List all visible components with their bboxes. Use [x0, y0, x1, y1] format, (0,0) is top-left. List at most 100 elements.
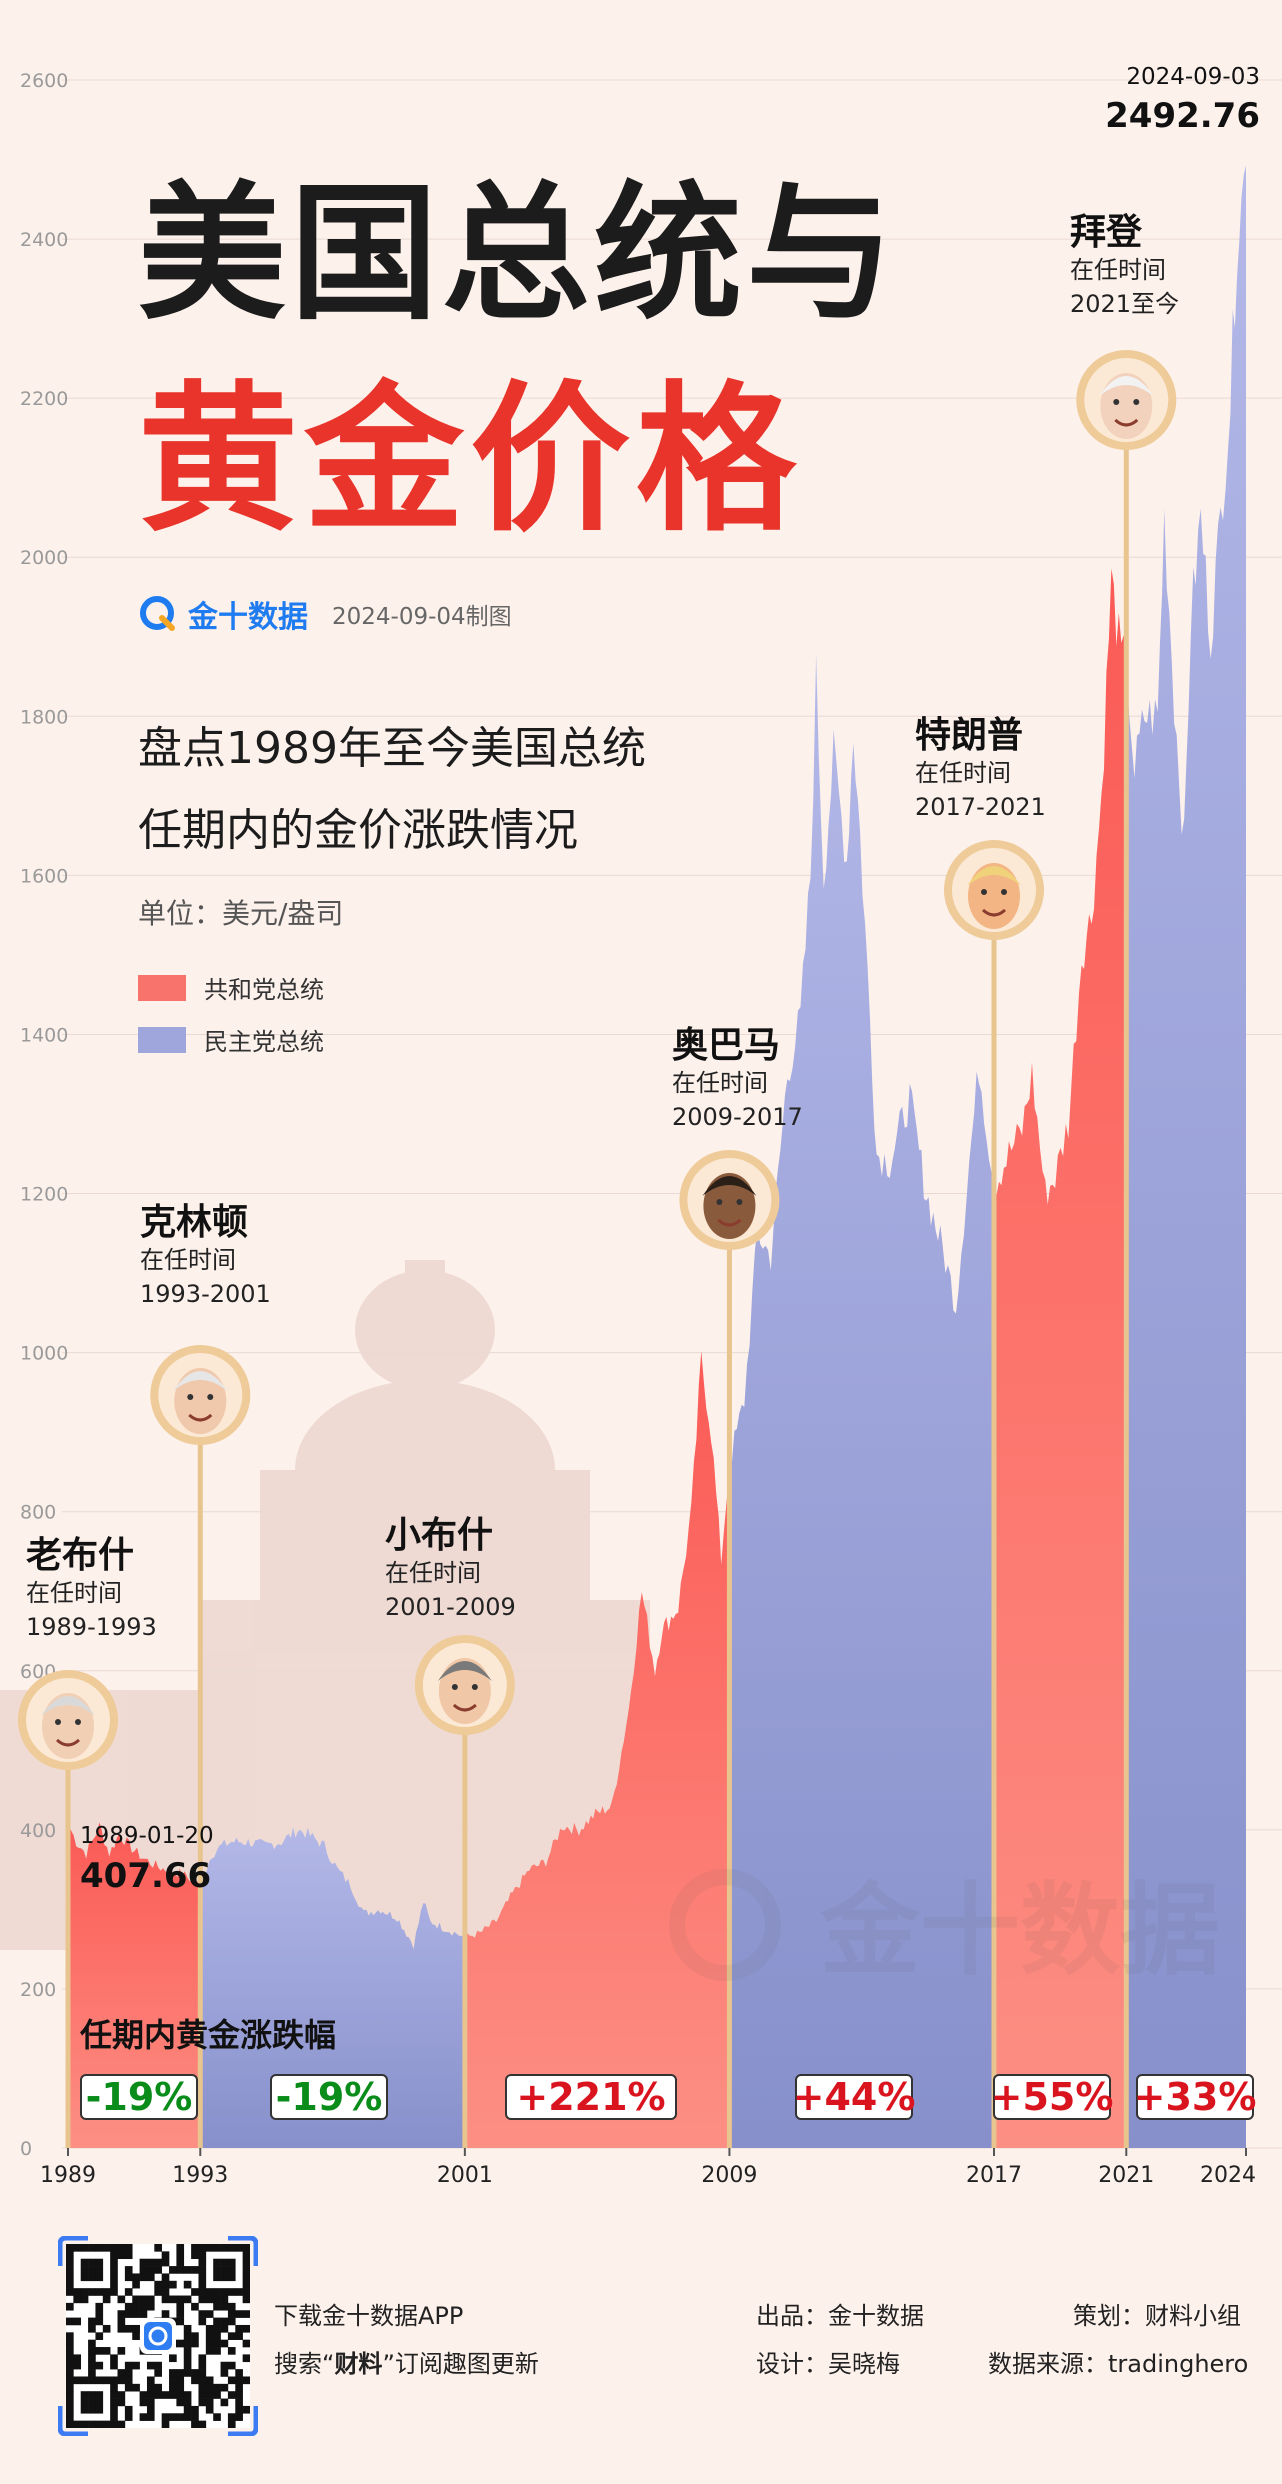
president-name: 克林顿 [140, 1202, 249, 1243]
change-badge-biden: +33% [1133, 2074, 1257, 2120]
term-label: 在任时间 [26, 1579, 122, 1608]
made-date: 2024-09-04制图 [332, 604, 512, 630]
subtitle-line1: 盘点1989年至今美国总统 [138, 723, 646, 774]
brand-icon [138, 594, 178, 634]
x-tick-label: 1993 [172, 2163, 228, 2188]
change-badge-clinton: -19% [270, 2074, 388, 2120]
president-name: 老布什 [26, 1535, 135, 1576]
portrait-eye [207, 1394, 214, 1400]
qr-search-post: ”订阅趣图更新 [382, 2350, 539, 2378]
title-line1: 美国总统与 [138, 168, 898, 340]
y-tick-label: 1000 [20, 1343, 68, 1365]
term-label: 在任时间 [672, 1069, 768, 1098]
term-years: 1989-1993 [26, 1613, 157, 1642]
portrait-face [174, 1368, 227, 1434]
credit-planner: 策划：财料小组 [1073, 2302, 1241, 2330]
portrait-hair [966, 866, 1021, 886]
qr-search-keyword: 财料 [334, 2350, 383, 2378]
president-label-bush-jr: 小布什 在任时间 2001-2009 [385, 1515, 516, 1625]
portrait-face [1100, 373, 1153, 439]
y-tick-label: 400 [20, 1820, 56, 1842]
gold-price-chart: 0200400600800100012001400160018002000220… [0, 70, 1282, 2188]
change-section-title: 任期内黄金涨跌幅 [80, 2016, 337, 2054]
portrait-smile [1114, 418, 1139, 427]
president-name: 特朗普 [915, 715, 1024, 756]
y-tick-label: 800 [20, 1502, 56, 1524]
y-tick-label: 2600 [20, 70, 68, 92]
change-badge-bush-sr: -19% [80, 2074, 198, 2120]
portrait-smile [717, 1218, 742, 1227]
president-portraits [18, 350, 1177, 1770]
area-republican [994, 568, 1127, 2148]
term-years: 2021至今 [1070, 290, 1180, 319]
portrait-eye [187, 1394, 194, 1400]
x-tick-label: 2021 [1098, 2163, 1154, 2188]
brand-logo: 金十数据 2024-09-04制图 [138, 592, 512, 636]
area-democrat [1126, 165, 1246, 2148]
change-badge-obama: +44% [792, 2074, 916, 2120]
credit-designer: 设计：吴晓梅 [756, 2350, 900, 2378]
brand-watermark: 金十数据 [669, 1869, 1220, 1989]
y-tick-label: 2000 [20, 547, 68, 569]
y-tick-label: 1200 [20, 1184, 68, 1206]
president-marker-lines [65, 440, 1129, 2148]
portrait-eye [55, 1719, 61, 1725]
portrait-smile [452, 1703, 477, 1712]
y-tick-label: 1600 [20, 865, 68, 887]
portrait-hair [41, 1696, 95, 1716]
area-republican [464, 1351, 730, 2148]
term-label: 在任时间 [385, 1559, 481, 1588]
portrait-eye [1113, 399, 1120, 405]
president-portrait-icon [414, 1635, 515, 1735]
last-point-date: 2024-09-03 [1126, 64, 1260, 90]
x-tick-label: 2017 [966, 2163, 1022, 2188]
legend-label-democrat: 民主党总统 [204, 1028, 324, 1056]
y-tick-label: 2400 [20, 229, 68, 251]
portrait-smile [55, 1738, 81, 1747]
subtitle-line2: 任期内的金价涨跌情况 [138, 805, 578, 856]
portrait-eye [471, 1684, 478, 1690]
unit-label: 单位：美元/盎司 [138, 897, 344, 930]
change-badge-trump: +55% [990, 2074, 1114, 2120]
qr-search-pre: 搜索“ [274, 2350, 335, 2378]
legend-swatch-democrat [138, 1026, 186, 1053]
portrait-face [967, 863, 1020, 929]
area-republican [68, 1822, 201, 2148]
first-point-value: 407.66 [80, 1856, 212, 1896]
portrait-eye [980, 889, 987, 895]
y-tick-label: 2200 [20, 388, 68, 410]
portrait-face [703, 1173, 756, 1239]
president-portrait-icon [1076, 350, 1177, 450]
portrait-hair [702, 1176, 757, 1196]
legend-democrat: 民主党总统 [138, 1022, 324, 1057]
portrait-eye [451, 1684, 458, 1690]
last-point-value: 2492.76 [1105, 96, 1260, 136]
legend-republican: 共和党总统 [138, 970, 324, 1005]
qr-code-icon[interactable] [66, 2244, 251, 2429]
brand-name: 金十数据 [188, 600, 308, 635]
president-portrait-icon [679, 1150, 780, 1250]
portrait-face [438, 1658, 491, 1724]
portrait-hair [1099, 376, 1154, 396]
term-years: 2017-2021 [915, 793, 1046, 822]
president-name: 奥巴马 [672, 1025, 781, 1066]
portrait-smile [188, 1413, 213, 1422]
x-tick-label: 2024 [1200, 2163, 1256, 2188]
portrait-eye [75, 1719, 81, 1725]
x-axis: 1989 1993 2001 2009 2017 2021 2024 [40, 2148, 1256, 2188]
portrait-eye [1000, 889, 1007, 895]
portrait-eye [736, 1199, 743, 1205]
y-tick-label: 1800 [20, 706, 68, 728]
credit-producer: 出品：金十数据 [756, 2302, 924, 2330]
x-tick-label: 2009 [701, 2163, 757, 2188]
president-portrait-icon [150, 1345, 251, 1445]
president-name: 小布什 [385, 1515, 494, 1556]
first-point-date: 1989-01-20 [80, 1823, 214, 1849]
term-label: 在任时间 [915, 759, 1011, 788]
president-label-biden: 拜登 在任时间 2021至今 [1070, 212, 1179, 322]
y-tick-label: 0 [20, 2138, 32, 2160]
chart-areas [68, 165, 1246, 2149]
change-badge-bush-jr: +221% [505, 2074, 677, 2120]
area-democrat [200, 1827, 465, 2148]
legend-swatch-republican [138, 974, 186, 1001]
